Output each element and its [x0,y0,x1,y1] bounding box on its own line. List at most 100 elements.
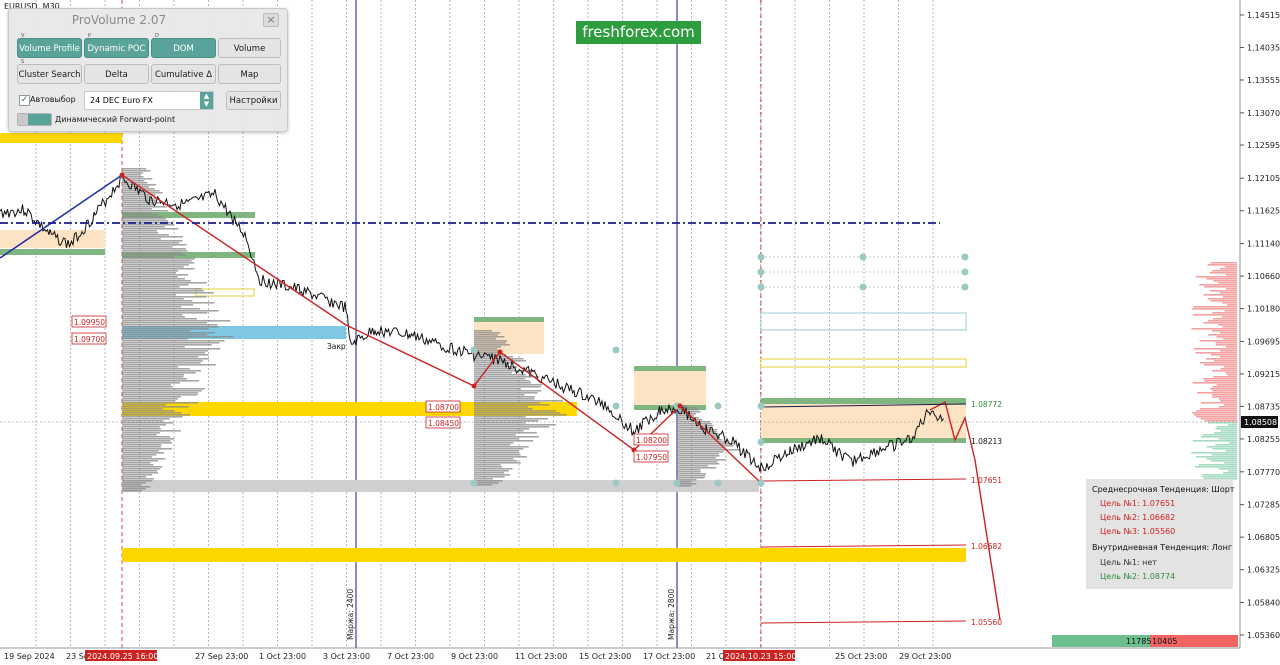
profile-bar [122,412,182,414]
dom-bar [1199,408,1237,410]
profile-bar [122,230,158,232]
button-label: Volume Profile [19,44,80,54]
close-icon[interactable]: × [263,13,279,27]
price-tick-label: 1.06805 [1247,533,1280,542]
dom-bar [1211,370,1237,372]
cumulative-delta-button[interactable]: Cumulative Δ [151,64,216,84]
profile-bar [474,352,502,354]
profile-bar [122,424,167,426]
time-tick-label: 3 Oct 23:00 [323,652,370,661]
profile-bar [474,384,543,386]
profile-bar [677,445,734,447]
spinner-arrows-icon[interactable]: ▲ ▼ [200,92,213,109]
profile-bar [122,252,183,254]
level-label-box [425,400,461,413]
profile-bar [474,480,503,482]
profile-bar [677,439,723,441]
provolume-panel[interactable]: ProVolume 2.07 × V Volume Profile P Dynami… [8,8,288,132]
profile-bar [122,322,208,324]
profile-bar [122,212,152,214]
auto-select-checkbox[interactable]: ✓ [19,95,30,106]
dom-bar [1226,288,1237,290]
cluster-search-button[interactable]: S Cluster Search [17,59,82,84]
anchor-dot [612,402,620,410]
profile-bar [474,400,563,402]
dom-bar [1228,470,1237,472]
profile-bar [474,442,514,444]
dom-button[interactable]: D DOM [151,33,216,58]
profile-bar [474,474,510,476]
profile-bar [122,338,188,340]
profile-bar [122,284,189,286]
forward-point-toggle[interactable] [17,113,52,126]
profile-bar [677,427,711,429]
profile-bar [122,178,153,180]
dom-bar [1193,348,1237,350]
dom-bar [1213,280,1237,282]
dom-bar [1220,430,1237,432]
price-tick-label: 1.06325 [1247,566,1280,575]
profile-bar [474,482,499,484]
profile-bar [122,462,151,464]
buy-volume-bar [1052,635,1150,647]
profile-bar [474,420,539,422]
profile-bar [677,475,706,477]
profile-bar [474,372,512,374]
profile-bar [122,246,173,248]
profile-bar [122,174,142,176]
profile-bar [122,438,175,440]
profile-bar [474,416,526,418]
profile-bar [122,254,186,256]
volume-profile-button[interactable]: V Volume Profile [17,33,82,58]
dynamic-poc-button[interactable]: P Dynamic POC [84,33,149,58]
profile-bar [677,459,726,461]
profile-bar [122,446,161,448]
sell-volume-bar [1150,635,1238,647]
profile-bar [122,464,154,466]
dom-bar [1194,466,1237,468]
profile-bar [122,372,196,374]
profile-bar [122,410,175,412]
profile-bar [474,452,519,454]
profile-bar [122,276,179,278]
time-tick-label: 9 Oct 23:00 [451,652,498,661]
dom-bar [1223,338,1237,340]
profile-bar [677,461,718,463]
delta-button[interactable]: Delta [84,64,149,84]
profile-bar [122,272,177,274]
profile-bar [122,248,186,250]
profile-bar [677,457,716,459]
dom-bar [1193,414,1237,416]
level-line [760,544,967,548]
map-button[interactable]: Map [218,64,281,84]
anchor-dot [757,402,765,410]
dom-bar [1191,452,1237,454]
profile-bar [122,378,187,380]
dom-bar [1199,340,1237,342]
settings-button[interactable]: Настройки [226,91,281,110]
dom-bar [1200,418,1237,420]
profile-bar [122,208,153,210]
profile-bar [122,356,199,358]
dom-bar [1219,268,1237,270]
medium-trend-title: Среднесрочная Тенденция: Шорт [1092,485,1235,494]
profile-bar [122,418,170,420]
brand-logo[interactable]: freshforex.com [576,21,701,44]
volume-button[interactable]: Volume [218,38,281,58]
profile-bar [677,479,697,481]
profile-bar [122,194,156,196]
price-tick-label: 1.13070 [1247,109,1280,118]
profile-bar [122,304,194,306]
profile-bar [474,466,503,468]
instrument-select[interactable]: 24 DEC Euro FX ▲ ▼ [84,91,214,110]
profile-bar [122,490,142,492]
profile-bar [474,432,537,434]
profile-bar [122,436,170,438]
profile-bar [122,486,151,488]
pivot-dot [119,172,125,178]
profile-bar [677,415,695,417]
profile-bar [122,318,197,320]
button-label: Map [240,70,259,80]
profile-bar [474,348,498,350]
